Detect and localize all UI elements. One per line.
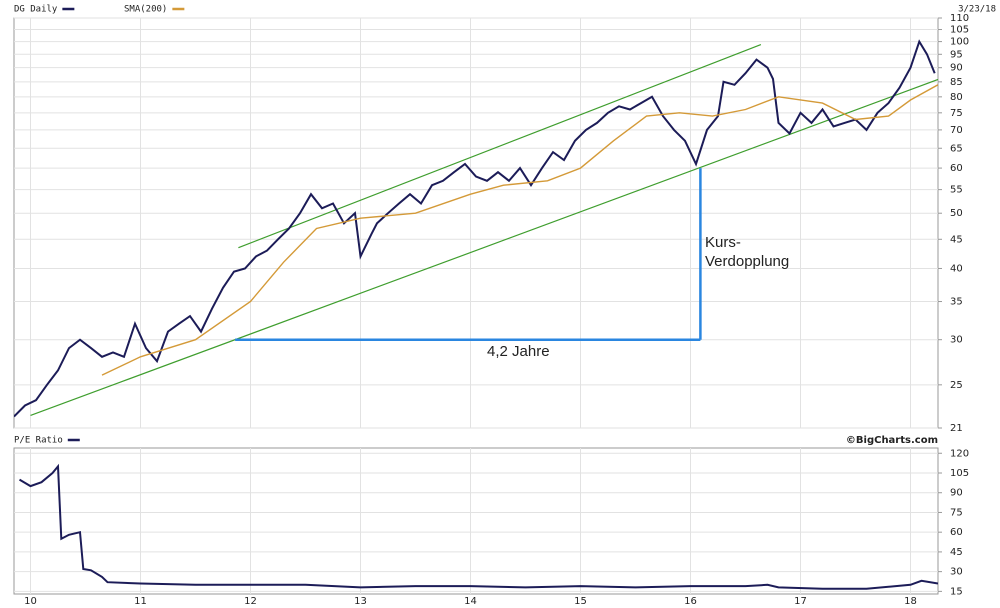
y-tick-label: 60	[950, 163, 963, 174]
x-tick-label: 16	[684, 596, 697, 607]
x-tick-label: 14	[464, 596, 477, 607]
annotation: Kurs-	[705, 234, 741, 251]
x-tick-label: 11	[134, 596, 147, 607]
x-tick-label: 10	[24, 596, 37, 607]
x-tick-label: 12	[244, 596, 257, 607]
annotation: Verdopplung	[705, 253, 789, 270]
legend-label: SMA(200)	[124, 5, 167, 15]
y-tick-label: 65	[950, 143, 963, 154]
legend-label: P/E Ratio	[14, 436, 63, 446]
plot-area	[13, 17, 939, 429]
x-tick-label: 15	[574, 596, 587, 607]
y-tick-label: 15	[950, 586, 963, 597]
y-tick-label: 120	[950, 448, 969, 459]
y-tick-label: 25	[950, 380, 963, 391]
annotation: 4,2 Jahre	[487, 343, 550, 360]
legend-label: DG Daily	[14, 5, 58, 15]
y-tick-label: 80	[950, 92, 963, 103]
y-tick-label: 85	[950, 77, 963, 88]
series-line	[18, 463, 938, 590]
source-label: ©BigCharts.com	[846, 435, 938, 446]
trend-line	[30, 78, 938, 416]
y-tick-label: 21	[950, 423, 963, 434]
date-label: 3/23/18	[958, 5, 996, 15]
y-tick-label: 50	[950, 208, 963, 219]
x-tick-label: 18	[904, 596, 917, 607]
y-tick-label: 75	[950, 507, 963, 518]
series-line	[101, 84, 938, 376]
y-tick-label: 105	[950, 25, 969, 36]
trend-line	[238, 44, 762, 249]
y-tick-label: 55	[950, 185, 963, 196]
plot-area	[13, 447, 939, 595]
y-tick-label: 95	[950, 49, 963, 60]
y-tick-label: 45	[950, 547, 963, 558]
x-tick-label: 13	[354, 596, 367, 607]
y-tick-label: 60	[950, 527, 963, 538]
series-line	[14, 39, 936, 418]
y-tick-label: 75	[950, 108, 963, 119]
y-tick-label: 40	[950, 263, 963, 274]
y-tick-label: 100	[950, 37, 969, 48]
y-tick-label: 35	[950, 297, 963, 308]
y-tick-label: 70	[950, 125, 963, 136]
y-tick-label: 90	[950, 63, 963, 74]
y-tick-label: 45	[950, 234, 963, 245]
y-tick-label: 110	[950, 13, 969, 24]
y-tick-label: 90	[950, 488, 963, 499]
y-tick-label: 30	[950, 335, 963, 346]
x-tick-label: 17	[794, 596, 807, 607]
y-tick-label: 30	[950, 567, 963, 578]
y-tick-label: 105	[950, 468, 969, 479]
